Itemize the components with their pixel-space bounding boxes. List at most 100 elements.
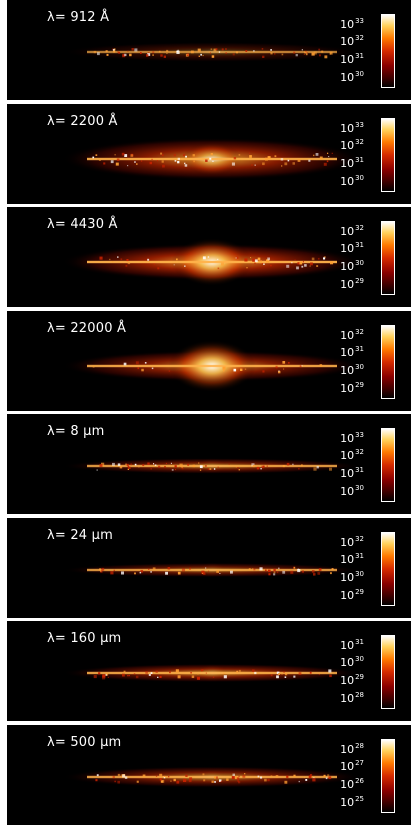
- colorbar-tick-label: 1032: [340, 34, 364, 48]
- dust-clump: [236, 777, 240, 780]
- dust-clump: [202, 256, 206, 260]
- dust-clump: [264, 569, 267, 572]
- dust-clump: [159, 778, 162, 781]
- dust-clump: [164, 465, 166, 468]
- dust-clump: [110, 571, 114, 575]
- dust-clump: [105, 674, 107, 676]
- dust-clump: [134, 572, 136, 575]
- dust-clump: [202, 54, 204, 57]
- dust-clump: [218, 51, 221, 53]
- colorbar: [381, 14, 395, 88]
- dust-clump: [267, 778, 270, 782]
- dust-clump: [118, 51, 121, 54]
- dust-clump: [256, 466, 260, 470]
- dust-clump: [167, 567, 171, 570]
- dust-clump: [189, 777, 193, 781]
- dust-clump: [160, 54, 163, 57]
- dust-clump: [261, 263, 263, 265]
- colorbar-tick-label: 1029: [340, 381, 364, 395]
- dust-clump: [192, 464, 195, 468]
- dust-clump: [140, 52, 142, 54]
- dust-clump: [107, 676, 109, 678]
- dust-clump: [262, 370, 265, 373]
- dust-clump: [161, 160, 164, 163]
- wavelength-label: λ= 2200 Å: [47, 114, 118, 129]
- dust-clump: [214, 781, 216, 783]
- dust-clump: [273, 573, 276, 576]
- disk-midplane: [87, 364, 337, 368]
- dust-clump: [147, 53, 151, 56]
- dust-clump: [296, 266, 299, 270]
- dust-clump: [92, 156, 95, 159]
- dust-clump: [162, 154, 164, 156]
- dust-clump: [177, 675, 181, 679]
- dust-clump: [267, 569, 271, 573]
- dust-clump: [316, 265, 319, 267]
- dust-clump: [232, 773, 235, 777]
- colorbar-tick-label: 1031: [340, 466, 364, 480]
- colorbar-tick-label: 1033: [340, 17, 364, 31]
- disk-midplane: [87, 50, 337, 54]
- dust-clump: [326, 160, 329, 163]
- dust-clump: [297, 569, 301, 573]
- dust-clump: [276, 367, 278, 369]
- dust-clump: [261, 48, 264, 50]
- dust-clump: [119, 465, 123, 469]
- colorbar: [381, 532, 395, 606]
- dust-clump: [139, 571, 142, 574]
- dust-clump: [212, 676, 215, 678]
- colorbar-tick-label: 1031: [340, 638, 364, 652]
- dust-clump: [317, 572, 321, 575]
- dust-clump: [191, 675, 195, 678]
- dust-clump: [121, 152, 125, 156]
- colorbar-tick-label: 1027: [340, 759, 364, 773]
- dust-clump: [186, 569, 188, 571]
- dust-clump: [286, 264, 290, 268]
- dust-clump: [321, 50, 324, 53]
- galaxy-image: [62, 663, 362, 683]
- dust-clump: [113, 569, 115, 572]
- dust-clump: [190, 672, 192, 674]
- dust-clump: [216, 570, 219, 573]
- dust-clump: [280, 158, 284, 161]
- galaxy-image: [62, 562, 362, 578]
- colorbar-tick-label: 1033: [340, 431, 364, 445]
- dust-clump: [210, 153, 213, 156]
- dust-clump: [238, 154, 241, 156]
- dust-clump: [232, 53, 235, 56]
- dust-clump: [133, 673, 136, 675]
- dust-clump: [202, 773, 205, 776]
- dust-clump: [130, 463, 132, 466]
- dust-clump: [297, 159, 301, 162]
- dust-clump: [236, 256, 239, 259]
- dust-clump: [181, 466, 183, 468]
- dust-clump: [244, 258, 248, 262]
- dust-clump: [214, 267, 216, 269]
- dust-clump: [301, 570, 304, 573]
- dust-clump: [266, 259, 270, 263]
- dust-clump: [290, 570, 294, 574]
- dust-clump: [191, 50, 194, 54]
- dust-clump: [310, 774, 313, 777]
- dust-clump: [301, 464, 303, 467]
- wavelength-label: λ= 8 μm: [47, 424, 105, 439]
- dust-clump: [165, 462, 167, 464]
- dust-clump: [209, 52, 211, 54]
- dust-clump: [282, 465, 285, 468]
- dust-clump: [284, 780, 288, 784]
- disk-midplane: [87, 260, 337, 264]
- galaxy-panel: λ= 4430 Å 1032 1031 1030 1029: [7, 207, 411, 307]
- dust-clump: [246, 267, 248, 269]
- dust-clump: [181, 467, 184, 470]
- galaxy-panel: λ= 22000 Å 1032 1031 1030 1029: [7, 311, 411, 411]
- dust-clump: [301, 365, 303, 367]
- galaxy-panel: λ= 24 μm 1032 1031 1030 1029: [7, 518, 411, 618]
- dust-clump: [147, 462, 150, 465]
- dust-clump: [291, 262, 293, 264]
- dust-clump: [145, 671, 148, 674]
- dust-clump: [263, 465, 265, 468]
- dust-clump: [199, 469, 202, 471]
- dust-clump: [164, 777, 166, 779]
- dust-clump: [93, 675, 97, 679]
- dust-clump: [251, 164, 253, 166]
